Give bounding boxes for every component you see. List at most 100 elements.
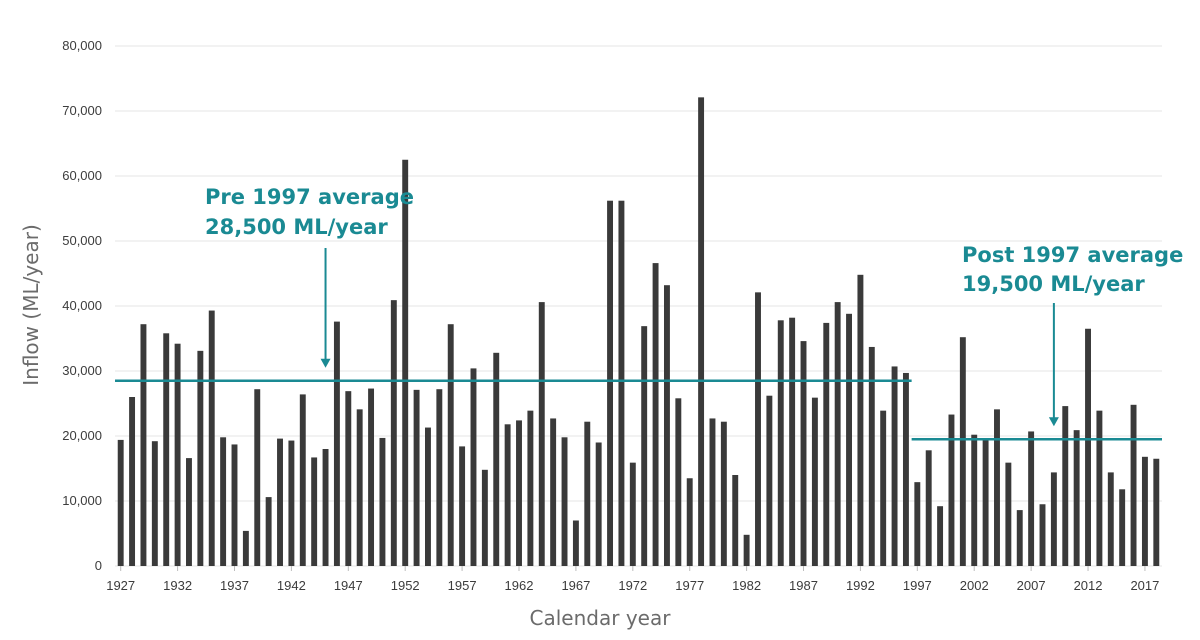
x-tick-label: 2002 [960, 578, 989, 593]
bar [1039, 504, 1046, 566]
bar [1073, 430, 1080, 566]
bar [880, 410, 887, 566]
bar [425, 427, 431, 566]
bar [322, 449, 329, 566]
bar [356, 409, 363, 566]
bar [720, 421, 727, 566]
bar [493, 352, 500, 566]
bar [117, 439, 124, 566]
arrow-head-icon [320, 358, 331, 368]
bar [629, 462, 636, 566]
bar [311, 457, 318, 566]
pre-1997-average-label-line1: Pre 1997 average [205, 185, 414, 209]
bar [755, 292, 761, 566]
bar [686, 478, 693, 566]
bar [572, 520, 579, 566]
bar [925, 450, 932, 566]
bar [459, 446, 466, 566]
x-tick-label: 1972 [618, 578, 647, 593]
bar [982, 439, 989, 566]
bar [436, 389, 443, 566]
x-tick-label: 1992 [846, 578, 875, 593]
x-tick-label: 1997 [903, 578, 932, 593]
bar [1062, 406, 1069, 566]
bar [254, 389, 261, 566]
bar [675, 398, 682, 566]
bar [868, 346, 875, 566]
bar [846, 313, 852, 566]
x-tick-label: 1962 [505, 578, 534, 593]
bars [117, 97, 1160, 566]
bar [959, 337, 966, 566]
bar [1050, 472, 1057, 566]
bar [390, 300, 397, 566]
bar [971, 434, 978, 566]
bar [186, 458, 192, 566]
y-tick-label: 70,000 [62, 103, 102, 118]
bar [140, 324, 147, 566]
y-tick-labels: 0 10,000 20,000 30,000 40,000 50,000 60,000 70,… [62, 38, 102, 573]
bar [402, 159, 409, 566]
bar [379, 437, 386, 566]
bar [800, 341, 807, 566]
bar [789, 317, 796, 566]
bar [1096, 410, 1103, 566]
bar [1085, 328, 1091, 566]
x-tick-label: 1942 [277, 578, 306, 593]
bar [368, 388, 375, 566]
bar [288, 440, 295, 566]
bar [208, 310, 215, 566]
bar [504, 424, 511, 566]
bar [937, 506, 944, 566]
bar [516, 420, 522, 566]
bar [914, 482, 921, 566]
bar [299, 394, 306, 566]
y-tick-label: 10,000 [62, 493, 102, 508]
y-tick-label: 50,000 [62, 233, 102, 248]
bar [595, 442, 602, 566]
x-tick-label: 2017 [1130, 578, 1159, 593]
bar [333, 321, 340, 566]
bar [698, 97, 705, 566]
x-tick-label: 1927 [106, 578, 135, 593]
bar [345, 391, 352, 566]
bar [663, 285, 670, 566]
bar [277, 438, 283, 566]
x-tick-label: 1937 [220, 578, 249, 593]
bar [481, 469, 488, 566]
y-tick-label: 60,000 [62, 168, 102, 183]
bar [652, 263, 659, 566]
bar [550, 418, 557, 566]
bar [174, 343, 181, 566]
y-tick-label: 80,000 [62, 38, 102, 53]
x-axis-title: Calendar year [530, 606, 672, 630]
x-tick-label: 2007 [1017, 578, 1046, 593]
bar [732, 475, 739, 566]
bar [994, 409, 1000, 566]
y-axis-title: Inflow (ML/year) [19, 224, 43, 385]
x-tick-label: 1977 [675, 578, 704, 593]
gridlines [115, 45, 1162, 567]
bar [834, 302, 841, 566]
bar [527, 410, 534, 566]
bar [242, 530, 249, 566]
x-tick-label: 1947 [334, 578, 363, 593]
bar [538, 302, 545, 566]
x-tick-labels: 1927 1932 1937 1942 1947 1952 1957 1962 1967 1972… [106, 566, 1159, 593]
bar [584, 421, 591, 566]
bar [1130, 404, 1137, 566]
average-lines [115, 248, 1162, 441]
x-tick-label: 2012 [1074, 578, 1103, 593]
bar [777, 320, 784, 566]
y-tick-label: 40,000 [62, 298, 102, 313]
bar [220, 437, 227, 566]
post-1997-average-label-line1: Post 1997 average [962, 243, 1183, 267]
bar [265, 497, 272, 566]
bar [641, 326, 648, 566]
bar [151, 441, 158, 566]
bar [902, 372, 909, 566]
pre-1997-average-label-line2: 28,500 ML/year [205, 215, 388, 239]
bar [561, 437, 568, 566]
bar [1016, 510, 1023, 566]
bar [231, 444, 238, 566]
